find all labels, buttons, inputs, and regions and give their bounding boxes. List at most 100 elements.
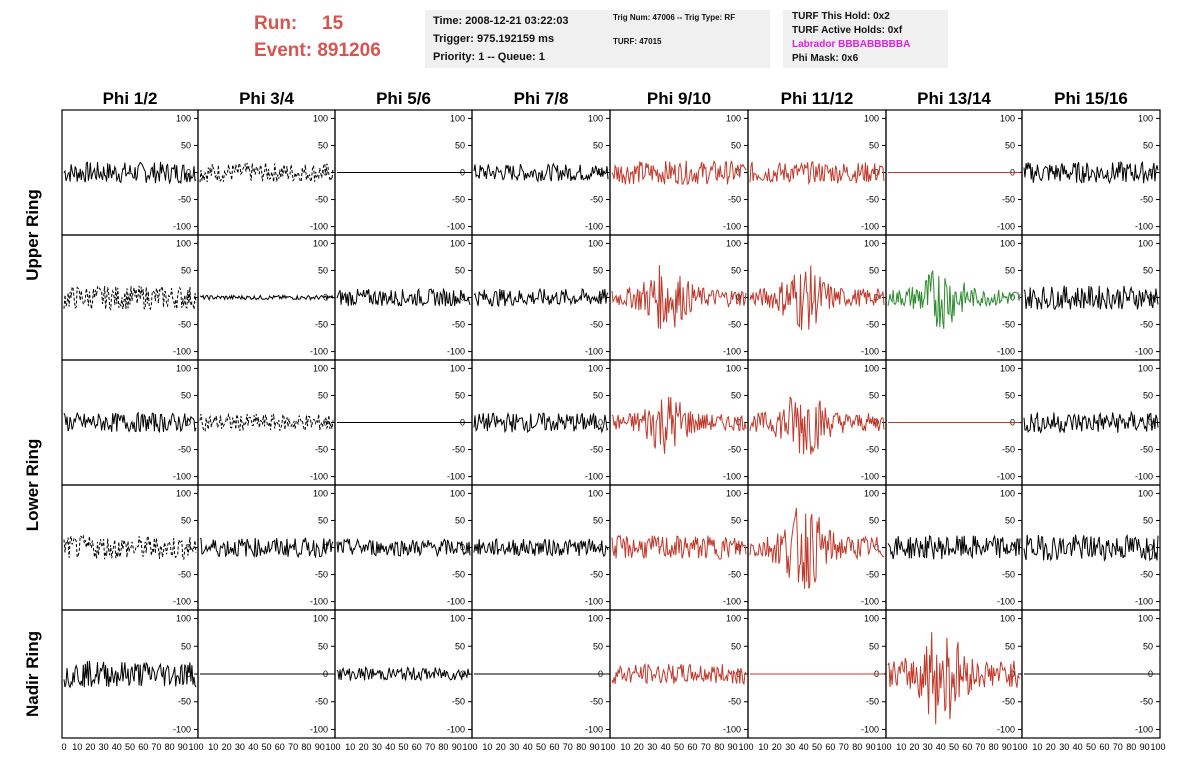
x-tick-label: 80 [438,742,448,752]
y-tick-label: 50 [731,140,741,150]
x-tick-label: 90 [315,742,325,752]
x-tick-label: 90 [1140,742,1150,752]
time-text: Time: 2008-12-21 03:22:03 [433,15,569,27]
y-tick-label: 100 [1138,238,1153,248]
panel-frame [609,359,749,486]
y-tick-label: -50 [1002,320,1015,330]
x-tick-label: 20 [772,742,782,752]
y-tick-label: -50 [452,320,465,330]
turf-this-hold-text: TURF This Hold: 0x2 [792,11,890,22]
y-tick-label: -100 [585,597,603,607]
x-tick-label: 20 [909,742,919,752]
run-line: Run: 15 [254,10,381,37]
x-tick-label: 40 [936,742,946,752]
waveform-line [1023,285,1159,311]
column-header: Phi 15/16 [1054,89,1128,108]
y-tick-label: 50 [731,390,741,400]
y-tick-label: -50 [178,195,191,205]
y-tick-label: -50 [315,697,328,707]
y-tick-label: 100 [1138,614,1153,624]
y-tick-label: 50 [318,140,328,150]
y-tick-label: 100 [588,488,603,498]
x-tick-label: 60 [275,742,285,752]
y-tick-label: -100 [173,472,191,482]
x-tick-label: 70 [839,742,849,752]
y-tick-label: -100 [1135,472,1153,482]
y-tick-label: 50 [1143,515,1153,525]
column-header: Phi 1/2 [103,89,158,108]
y-tick-label: 100 [864,113,879,123]
y-tick-label: 50 [318,641,328,651]
y-tick-label: -100 [447,724,465,734]
y-tick-label: 0 [186,669,191,679]
y-tick-label: 100 [864,614,879,624]
x-tick-label: 50 [125,742,135,752]
x-tick-label: 30 [1059,742,1069,752]
x-tick-label: 70 [288,742,298,752]
y-tick-label: -100 [585,472,603,482]
x-tick-label: 40 [112,742,122,752]
y-tick-label: -50 [452,697,465,707]
y-tick-label: -100 [173,724,191,734]
y-tick-label: 100 [1138,363,1153,373]
y-tick-label: 50 [318,515,328,525]
y-tick-label: 50 [593,515,603,525]
y-tick-label: -50 [590,195,603,205]
waveform-line [63,660,197,689]
y-tick-label: 50 [181,515,191,525]
x-tick-label: 60 [687,742,697,752]
y-tick-label: 100 [313,113,328,123]
y-tick-label: -50 [1002,570,1015,580]
y-tick-label: 50 [455,641,465,651]
phi-mask-text: Phi Mask: 0x6 [792,53,859,64]
y-tick-label: -100 [447,597,465,607]
y-tick-label: 50 [181,641,191,651]
y-tick-label: -50 [1002,195,1015,205]
x-tick-label: 80 [989,742,999,752]
waveform-line [63,161,197,185]
y-tick-label: 50 [181,265,191,275]
y-tick-label: -50 [452,570,465,580]
y-tick-label: 100 [726,113,741,123]
x-tick-label: 70 [151,742,161,752]
waveform-line [200,294,334,302]
waveform-line [611,396,747,454]
y-tick-label: 100 [176,488,191,498]
y-tick-label: -50 [728,445,741,455]
y-tick-label: 100 [864,238,879,248]
y-tick-label: -50 [866,195,879,205]
y-tick-label: 100 [450,488,465,498]
y-tick-label: 0 [1010,293,1015,303]
y-tick-label: -100 [723,597,741,607]
run-label: Run: [254,13,298,34]
x-tick-label: 60 [1099,742,1109,752]
x-tick-label: 50 [812,742,822,752]
y-tick-label: -100 [310,472,328,482]
y-tick-label: -50 [1140,697,1153,707]
y-tick-label: 0 [1148,418,1153,428]
run-number: 15 [322,13,344,34]
y-tick-label: 100 [1000,113,1015,123]
x-tick-label: 40 [1073,742,1083,752]
y-tick-label: -50 [866,570,879,580]
x-tick-label: 30 [99,742,109,752]
y-tick-label: 0 [323,543,328,553]
x-tick-label: 10 [482,742,492,752]
y-tick-label: 50 [1143,390,1153,400]
x-tick-label: 100 [600,742,615,752]
y-tick-label: 50 [455,265,465,275]
y-tick-label: 50 [181,390,191,400]
x-tick-label: 40 [248,742,258,752]
y-tick-label: -100 [723,724,741,734]
y-tick-label: 100 [313,238,328,248]
y-tick-label: 50 [869,515,879,525]
y-tick-label: 50 [1005,390,1015,400]
ring-label: Upper Ring [23,189,42,281]
y-tick-label: -100 [1135,724,1153,734]
y-tick-label: -50 [315,195,328,205]
panel-frame [609,609,749,739]
y-tick-label: 100 [726,238,741,248]
waveform-line [473,538,609,558]
waveform-line [611,265,747,329]
